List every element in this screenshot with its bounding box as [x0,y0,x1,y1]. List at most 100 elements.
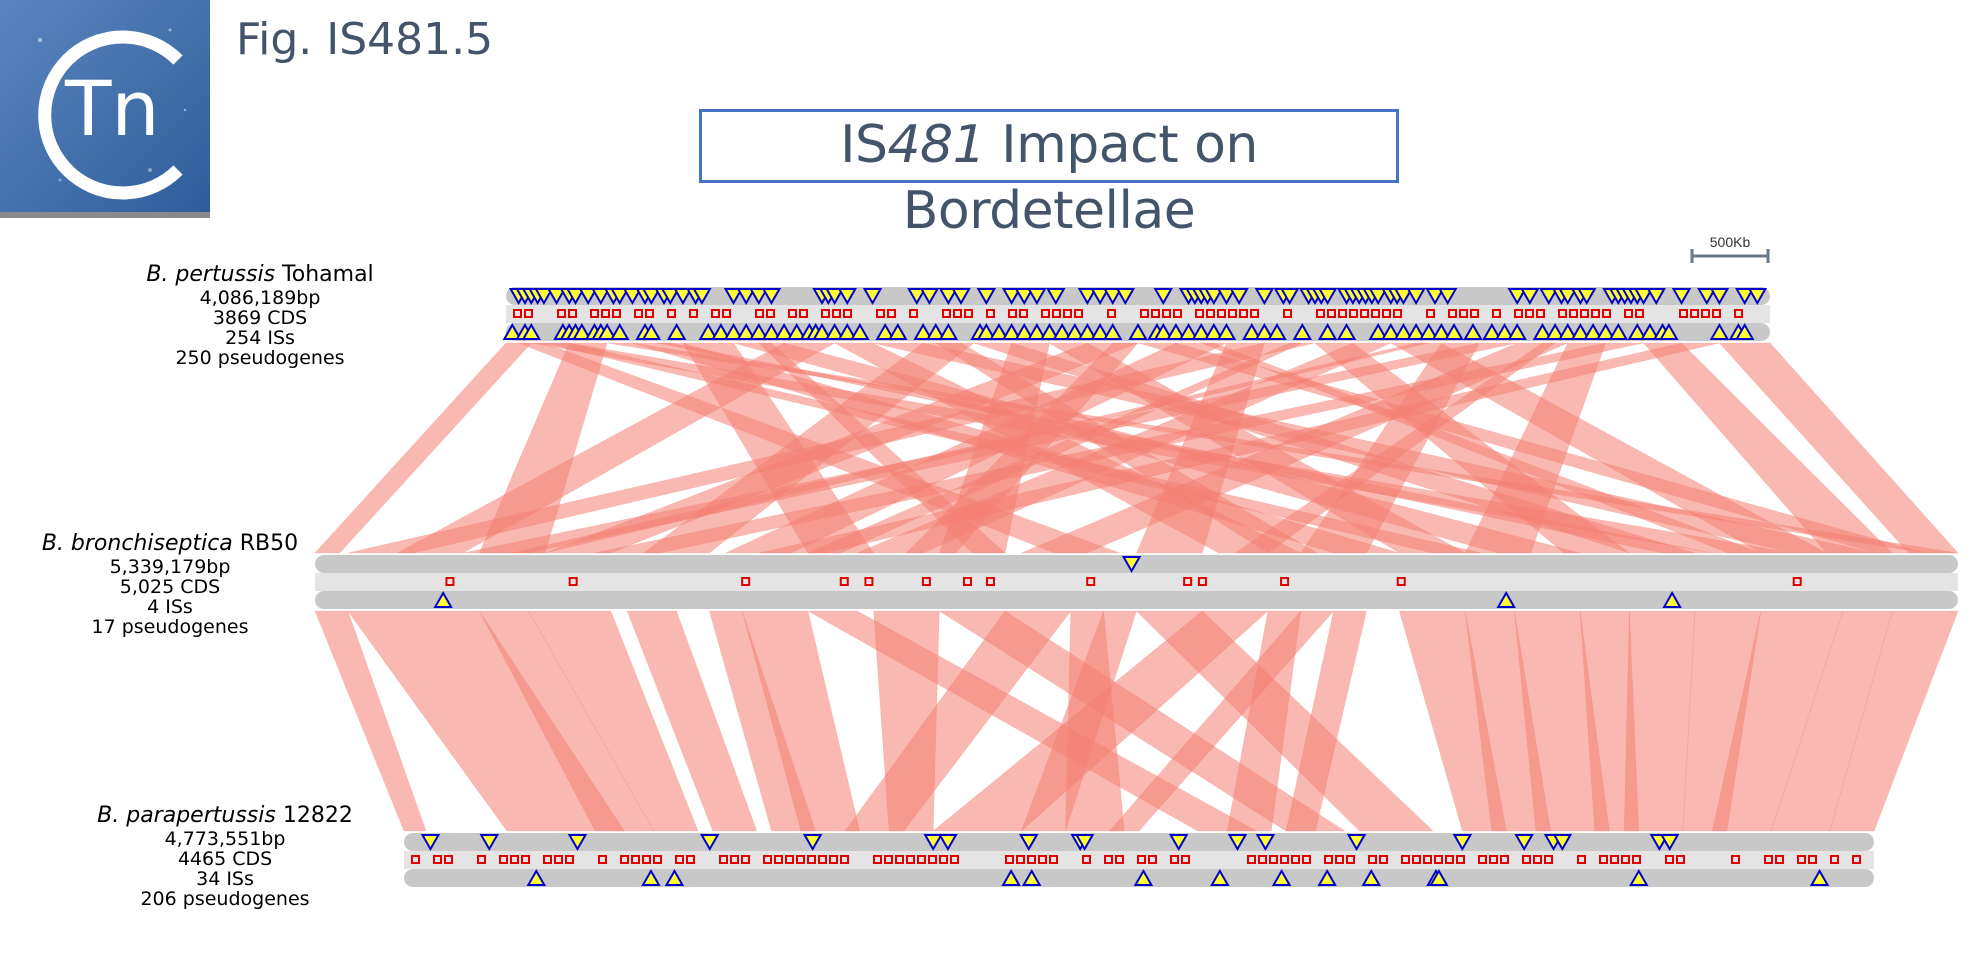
cds-marker [785,855,794,864]
cds-marker [1412,855,1421,864]
cds-marker [839,577,849,586]
is-element-up-icon [641,868,661,886]
cds-marker [1107,309,1116,318]
cds-marker [568,309,577,318]
cds-marker [1291,855,1300,864]
page-title: IS481 Impact on Bordetellae [699,109,1399,241]
cds-marker [921,577,931,586]
cds-marker [1690,309,1699,318]
cds-marker [928,855,937,864]
is-element-up-icon [1153,322,1174,340]
tn-logo-icon: Tn [0,0,210,218]
cds-marker [1426,309,1435,318]
cds-marker [711,309,720,318]
is-element-down-icon [565,288,586,306]
is-element-down-icon [673,288,693,306]
cds-marker [1489,855,1498,864]
genome-pseudogenes: 206 pseudogenes [140,888,310,910]
genome-length: 4,086,189bp [199,287,321,309]
genome-track-3 [404,833,1874,887]
cds-marker [1140,309,1149,318]
cds-marker [1522,855,1531,864]
is-element-down-icon [479,834,499,852]
genome-pseudogenes: 250 pseudogenes [175,347,345,369]
is-element-down-icon [1452,834,1473,852]
is-element-up-icon [1431,322,1452,340]
cds-marker [909,309,918,318]
is-element-down-icon [1697,288,1717,306]
cds-marker [1525,309,1534,318]
cds-marker [554,855,563,864]
scale-bar: 500Kb [1690,234,1770,263]
cds-marker [1393,309,1402,318]
is-element-up-icon [698,322,718,340]
is-element-up-icon [850,322,870,340]
is-element-up-icon [1077,322,1098,340]
cds-marker [1280,577,1290,586]
cds-marker [1269,855,1278,864]
cds-marker [1283,309,1292,318]
homology-link [1234,342,1557,554]
is-element-up-icon [1204,322,1224,340]
is-element-up-icon [1210,868,1230,886]
cds-marker [939,855,948,864]
is-element-up-icon [666,322,687,340]
cds-marker [1005,855,1014,864]
cds-marker [1401,855,1410,864]
is-element-down-icon [1317,288,1338,306]
is-element-down-icon [1168,834,1189,852]
cds-marker [1360,309,1369,318]
cds-marker [1183,577,1193,586]
is-element-down-icon [1539,288,1559,306]
is-element-up-icon [1027,322,1047,340]
cds-marker [1346,855,1355,864]
cds-marker [499,855,508,864]
is-element-down-icon [1406,288,1426,306]
is-element-up-icon [1133,868,1154,886]
cds-marker [1349,309,1358,318]
cds-marker [620,855,629,864]
is-element-up-icon [641,322,662,340]
cds-marker [876,309,885,318]
cds-marker [1470,309,1479,318]
cds-marker [741,855,750,864]
cds-marker [1148,855,1157,864]
cds-marker [917,855,926,864]
is-element-down-icon [1346,834,1367,852]
is-element-down-icon [1279,288,1300,306]
cds-marker [598,855,607,864]
cds-marker [667,309,676,318]
homology-link [934,342,1319,554]
genome-cds: 5,025 CDS [119,576,221,598]
title-suffix: Impact on Bordetellae [902,115,1259,241]
is-element-up-icon [1052,322,1072,340]
cds-marker [1338,309,1347,318]
is-element-down-icon [976,288,997,306]
is-element-down-icon [1229,288,1249,306]
is-element-down-icon [723,288,744,306]
cds-marker [686,855,695,864]
cds-marker [1731,855,1740,864]
cds-marker [1569,309,1578,318]
is-element-up-icon [711,322,731,340]
genome-species: B. parapertussis [97,803,276,828]
cds-marker [986,309,995,318]
is-element-up-icon [1393,322,1414,340]
is-element-down-icon [610,288,630,306]
genome-strain: RB50 [239,531,299,556]
is-element-down-icon [1216,288,1237,306]
cds-marker [689,309,698,318]
cds-marker [953,309,962,318]
is-element-up-icon [1494,322,1515,340]
homology-link [1108,610,1335,832]
cds-marker [1610,855,1619,864]
cds-marker [1052,309,1061,318]
is-element-up-icon [749,322,769,340]
cds-marker [1492,309,1501,318]
genome-track-2 [315,555,1958,609]
cds-marker [895,855,904,864]
cds-marker [1324,855,1333,864]
cds-marker [543,855,552,864]
cds-marker [1448,309,1457,318]
cds-marker [601,309,610,318]
